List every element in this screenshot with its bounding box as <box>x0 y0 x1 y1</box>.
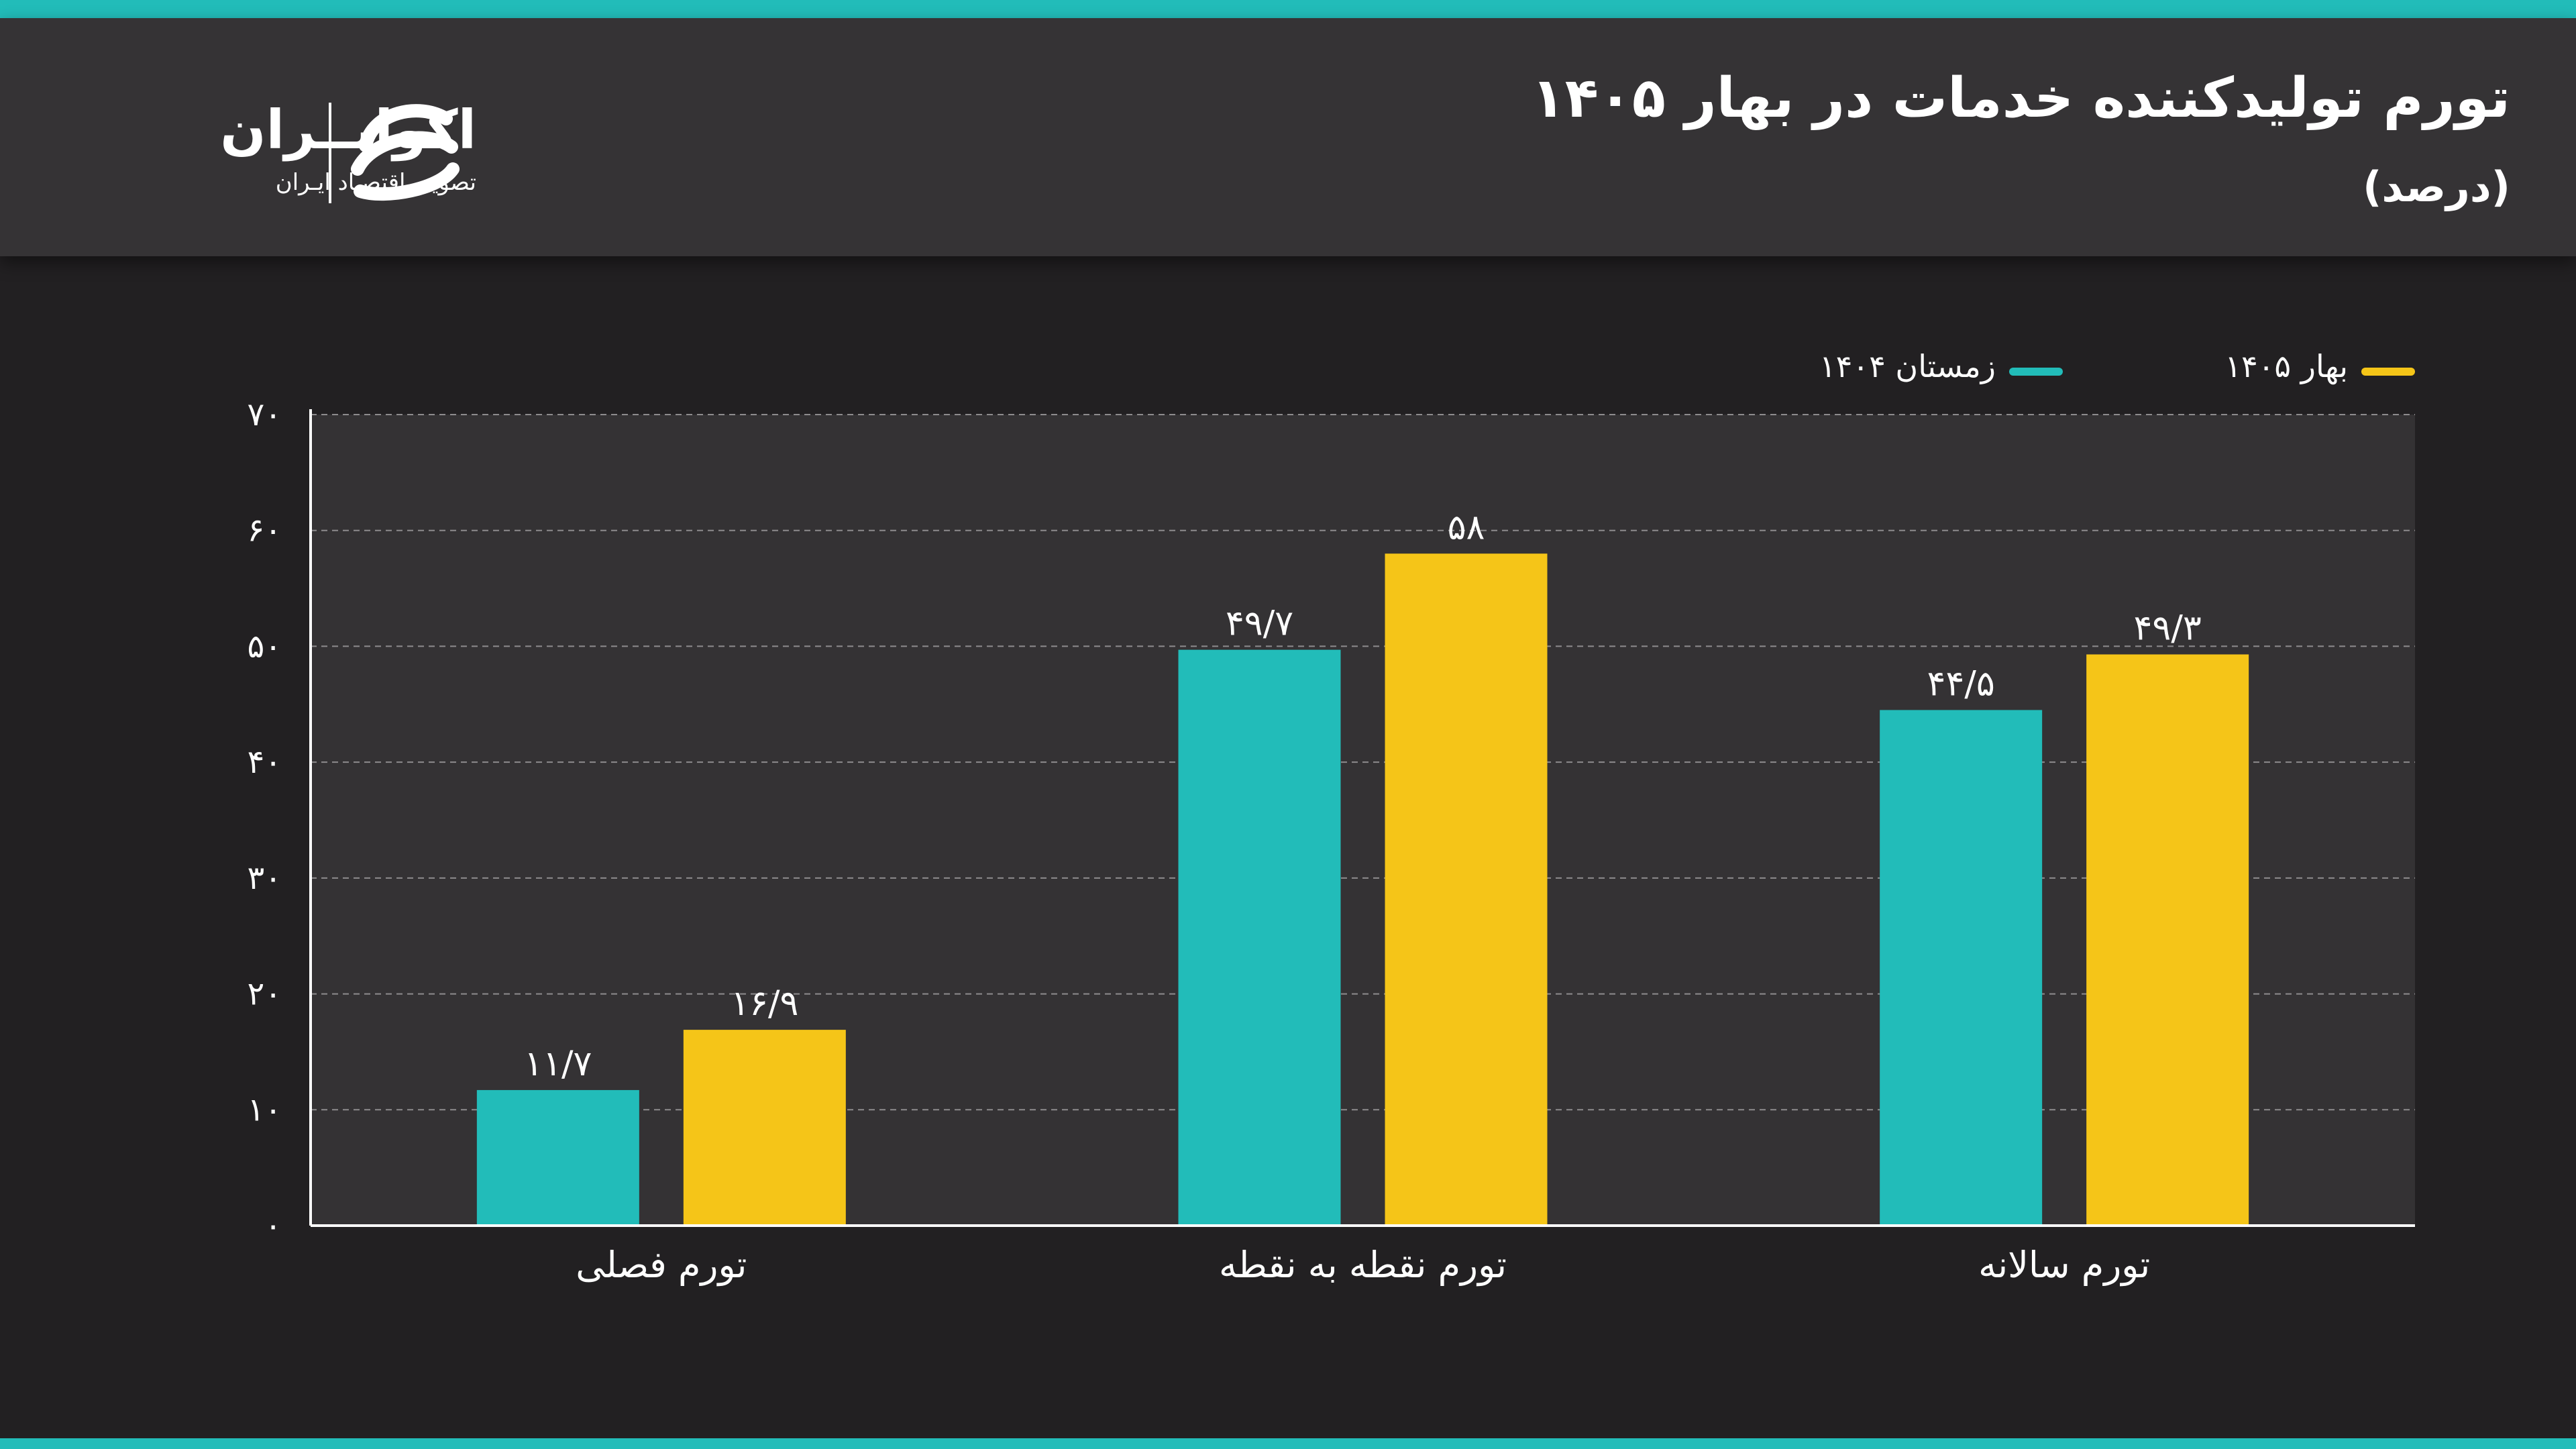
legend-swatch <box>2009 368 2063 376</box>
page-subtitle: (درصد) <box>2363 162 2510 211</box>
grid-lines <box>311 414 2415 1111</box>
bar <box>476 1089 639 1226</box>
y-tick-label: ۷۰ <box>247 396 282 433</box>
top-accent-strip <box>0 0 2576 18</box>
axes <box>309 409 2415 1227</box>
y-tick-label: ۶۰ <box>247 512 282 549</box>
labels: ۰ ۱۰ ۲۰ ۳۰ ۴۰ ۵۰ ۶۰ ۷۰ ۱۱/۷ ۱۶/۹ تورم فصلی ۴۹/۷ ۵۸ تو… <box>247 396 2201 1286</box>
bar <box>1880 710 2043 1226</box>
logo-divider <box>329 103 331 203</box>
eco-iran-swirl-icon <box>351 104 460 201</box>
category-label: تورم فصلی <box>576 1244 747 1286</box>
data-label: ۱۱/۷ <box>524 1044 592 1084</box>
y-tick-label: ۱۰ <box>247 1091 282 1128</box>
data-label: ۵۸ <box>1448 507 1485 547</box>
bar <box>2086 654 2249 1226</box>
y-tick-label: ۰ <box>264 1207 282 1244</box>
category-label: تورم نقطه به نقطه <box>1219 1244 1507 1286</box>
bottom-accent-strip <box>0 1438 2576 1449</box>
data-label: ۴۴/۵ <box>1927 663 1995 704</box>
bars <box>476 553 2249 1226</box>
legend-label: زمستان ۱۴۰۴ <box>1819 348 1996 384</box>
data-label: ۴۹/۷ <box>1226 604 1293 644</box>
bar <box>683 1030 846 1226</box>
logo: اکوایــران تصویـر اقتصـاد ایـران <box>87 85 476 219</box>
y-tick-label: ۴۰ <box>247 743 282 781</box>
plot-area <box>311 415 2415 1226</box>
bar-chart: بهار ۱۴۰۵ زمستان ۱۴۰۴ ۰ ۱۰ ۲۰ ۳۰ ۴۰ ۵۰ ۶۰ ۷۰ ۱۱/۷… <box>247 348 2415 1286</box>
y-tick-label: ۲۰ <box>247 975 282 1013</box>
bar <box>1385 553 1548 1226</box>
page-title: تورم تولیدکننده خدمات در بهار ۱۴۰۵ <box>1531 66 2510 130</box>
legend-label: بهار ۱۴۰۵ <box>2224 348 2348 384</box>
data-label: ۴۹/۳ <box>2134 608 2202 649</box>
header: تورم تولیدکننده خدمات در بهار ۱۴۰۵ (درصد… <box>0 18 2576 256</box>
y-tick-label: ۵۰ <box>247 627 282 665</box>
data-label: ۱۶/۹ <box>731 983 798 1024</box>
legend: بهار ۱۴۰۵ زمستان ۱۴۰۴ <box>1819 348 2415 384</box>
y-tick-label: ۳۰ <box>247 859 282 897</box>
legend-swatch <box>2361 368 2415 376</box>
bar <box>1178 649 1341 1226</box>
category-label: تورم سالانه <box>1978 1244 2150 1286</box>
